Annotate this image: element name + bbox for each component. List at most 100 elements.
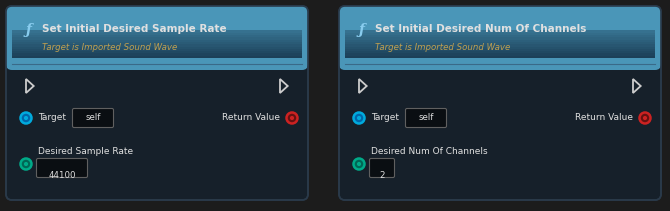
Bar: [345, 55, 655, 58]
Bar: [345, 53, 655, 56]
Bar: [12, 42, 302, 45]
Bar: [345, 52, 655, 54]
Bar: [12, 47, 302, 49]
Bar: [345, 19, 655, 22]
Bar: [345, 28, 655, 30]
Bar: [345, 15, 655, 18]
Bar: [345, 48, 655, 51]
Circle shape: [639, 112, 651, 123]
Bar: [345, 50, 655, 52]
Bar: [12, 21, 302, 24]
Bar: [12, 28, 302, 30]
Bar: [345, 12, 351, 18]
Circle shape: [643, 116, 647, 120]
Bar: [12, 61, 302, 63]
Bar: [345, 17, 655, 19]
Text: 2: 2: [379, 172, 385, 180]
Bar: [345, 21, 655, 24]
Bar: [345, 56, 655, 58]
Bar: [345, 51, 655, 54]
Bar: [345, 31, 655, 33]
Bar: [12, 30, 302, 33]
Bar: [12, 23, 302, 26]
Bar: [345, 38, 655, 40]
Bar: [345, 26, 655, 29]
Bar: [345, 62, 655, 65]
Bar: [12, 22, 302, 25]
Bar: [12, 45, 302, 47]
Bar: [12, 48, 302, 51]
Bar: [649, 12, 655, 18]
Text: self: self: [85, 114, 100, 123]
Bar: [345, 36, 655, 38]
Bar: [345, 49, 655, 52]
Bar: [12, 14, 302, 16]
Bar: [12, 35, 302, 37]
Text: Set Initial Desired Num Of Channels: Set Initial Desired Num Of Channels: [375, 24, 586, 34]
Bar: [345, 59, 655, 61]
Bar: [12, 57, 302, 59]
Bar: [12, 17, 302, 19]
Bar: [345, 46, 655, 49]
Text: 44100: 44100: [48, 172, 76, 180]
Bar: [12, 35, 302, 38]
Bar: [12, 59, 302, 61]
Bar: [296, 12, 302, 18]
Bar: [345, 28, 655, 31]
Text: Return Value: Return Value: [222, 114, 280, 123]
Bar: [12, 42, 302, 44]
Bar: [12, 31, 302, 33]
FancyBboxPatch shape: [339, 6, 661, 70]
Bar: [12, 33, 302, 35]
Bar: [345, 40, 655, 42]
Bar: [12, 33, 302, 35]
Bar: [345, 18, 655, 64]
Bar: [12, 55, 302, 58]
Bar: [345, 33, 655, 35]
Bar: [345, 12, 655, 14]
Circle shape: [354, 112, 364, 123]
Bar: [345, 47, 655, 49]
Circle shape: [21, 158, 31, 169]
FancyBboxPatch shape: [6, 6, 308, 30]
FancyBboxPatch shape: [6, 6, 308, 70]
Bar: [12, 19, 302, 21]
Bar: [12, 15, 302, 18]
Bar: [345, 14, 655, 17]
Bar: [12, 52, 302, 54]
Circle shape: [290, 116, 294, 120]
Bar: [345, 29, 655, 32]
Bar: [12, 44, 302, 47]
Text: Return Value: Return Value: [575, 114, 633, 123]
Bar: [345, 26, 655, 28]
Bar: [345, 17, 655, 19]
Text: Set Initial Desired Sample Rate: Set Initial Desired Sample Rate: [42, 24, 226, 34]
Bar: [12, 50, 302, 52]
Bar: [12, 21, 302, 23]
Circle shape: [21, 112, 31, 123]
FancyBboxPatch shape: [369, 158, 395, 177]
Bar: [12, 40, 302, 42]
Bar: [345, 35, 655, 37]
FancyBboxPatch shape: [6, 6, 308, 200]
Bar: [345, 22, 655, 25]
Bar: [12, 18, 302, 27]
Bar: [12, 17, 302, 19]
Text: Target is Imported Sound Wave: Target is Imported Sound Wave: [375, 43, 511, 53]
Bar: [12, 12, 302, 14]
Bar: [345, 44, 655, 47]
Text: ƒ: ƒ: [359, 23, 365, 37]
Circle shape: [24, 116, 28, 120]
Bar: [12, 29, 302, 32]
Bar: [12, 56, 302, 58]
FancyBboxPatch shape: [339, 6, 661, 30]
Bar: [12, 46, 302, 49]
Text: Desired Sample Rate: Desired Sample Rate: [38, 147, 133, 157]
Text: self: self: [418, 114, 433, 123]
Bar: [345, 24, 655, 26]
Bar: [345, 35, 655, 38]
Bar: [12, 28, 302, 31]
Bar: [12, 37, 302, 40]
Bar: [12, 43, 302, 45]
Circle shape: [24, 162, 28, 166]
